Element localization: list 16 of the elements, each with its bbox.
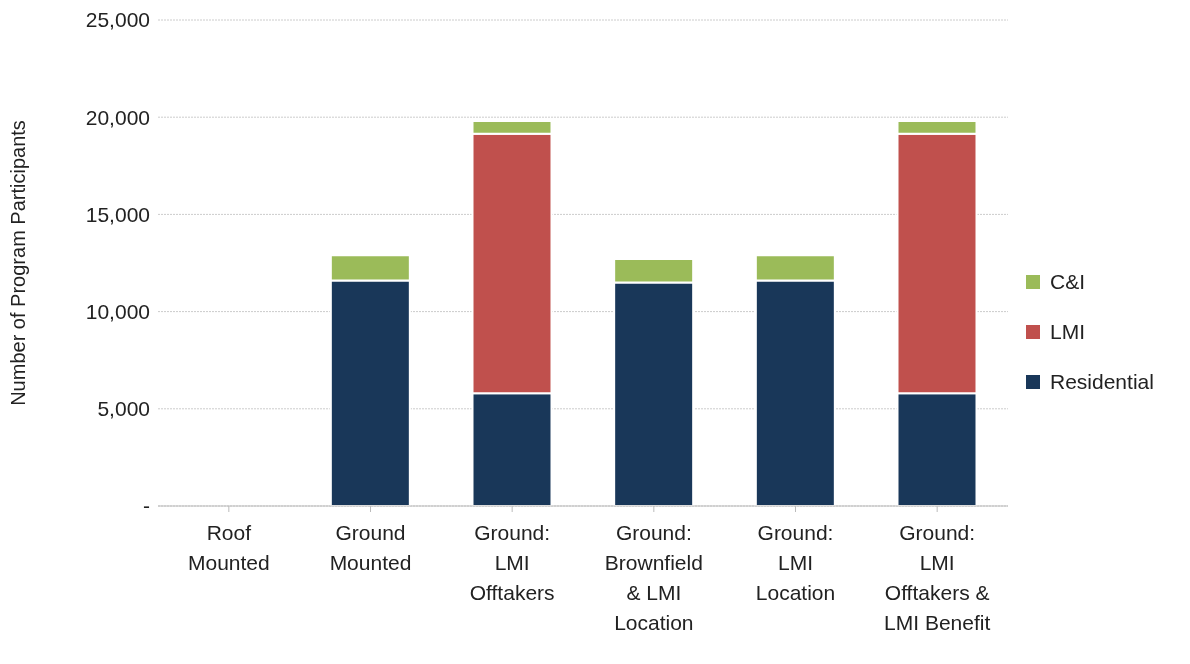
- x-tick-label: Ground: Brownfield & LMI Location: [604, 521, 703, 634]
- x-tick-label: Roof Mounted: [187, 521, 270, 574]
- legend-label: C&I: [1050, 270, 1086, 294]
- legend-label: LMI: [1050, 320, 1086, 344]
- x-tick-label: Ground: LMI Offtakers & LMI Benefit: [884, 521, 991, 634]
- y-tick-label: -: [143, 494, 150, 518]
- x-tick-label: Ground Mounted: [329, 521, 412, 574]
- y-axis-title: Number of Program Participants: [7, 120, 30, 406]
- y-tick-label: 15,000: [85, 202, 150, 226]
- y-tick-label: 10,000: [85, 300, 150, 324]
- legend-label: Residential: [1050, 370, 1154, 394]
- y-tick-label: 5,000: [97, 397, 150, 421]
- x-tick-label: Ground: LMI Offtakers: [469, 521, 555, 604]
- y-tick-label: 20,000: [85, 105, 150, 129]
- y-tick-label: 25,000: [85, 8, 150, 32]
- x-tick-label: Ground: LMI Location: [755, 521, 836, 604]
